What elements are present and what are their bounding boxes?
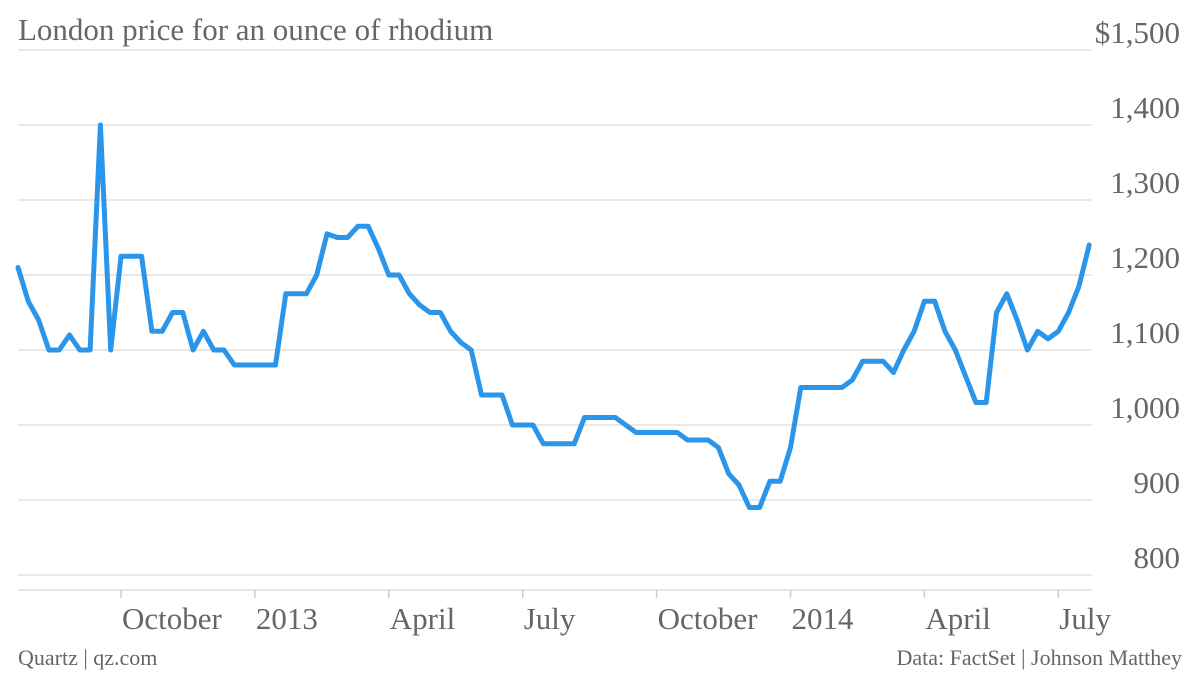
chart-title: London price for an ounce of rhodium	[18, 12, 493, 47]
x-tick-label: April	[390, 601, 455, 636]
x-tick-label: October	[122, 601, 223, 636]
line	[15, 122, 1092, 510]
x-tick-label: April	[925, 601, 990, 636]
credit: Quartz | qz.com	[18, 645, 157, 670]
y-tick-label: 800	[1134, 540, 1181, 575]
x-tick-label: 2014	[792, 601, 855, 636]
x-tick-label: July	[1059, 601, 1111, 636]
y-tick-label: 1,100	[1110, 315, 1180, 350]
y-tick-label: 900	[1134, 465, 1181, 500]
x-tick-label: July	[524, 601, 576, 636]
x-tick-label: 2013	[256, 601, 318, 636]
y-tick-label: 1,000	[1110, 390, 1180, 425]
y-tick-label: 1,200	[1110, 240, 1180, 275]
source: Data: FactSet | Johnson Matthey	[897, 645, 1182, 670]
x-tick-label: October	[658, 601, 759, 636]
y-tick-label: $1,500	[1095, 15, 1180, 50]
y-tick-label: 1,400	[1110, 90, 1180, 125]
y-tick-label: 1,300	[1110, 165, 1180, 200]
